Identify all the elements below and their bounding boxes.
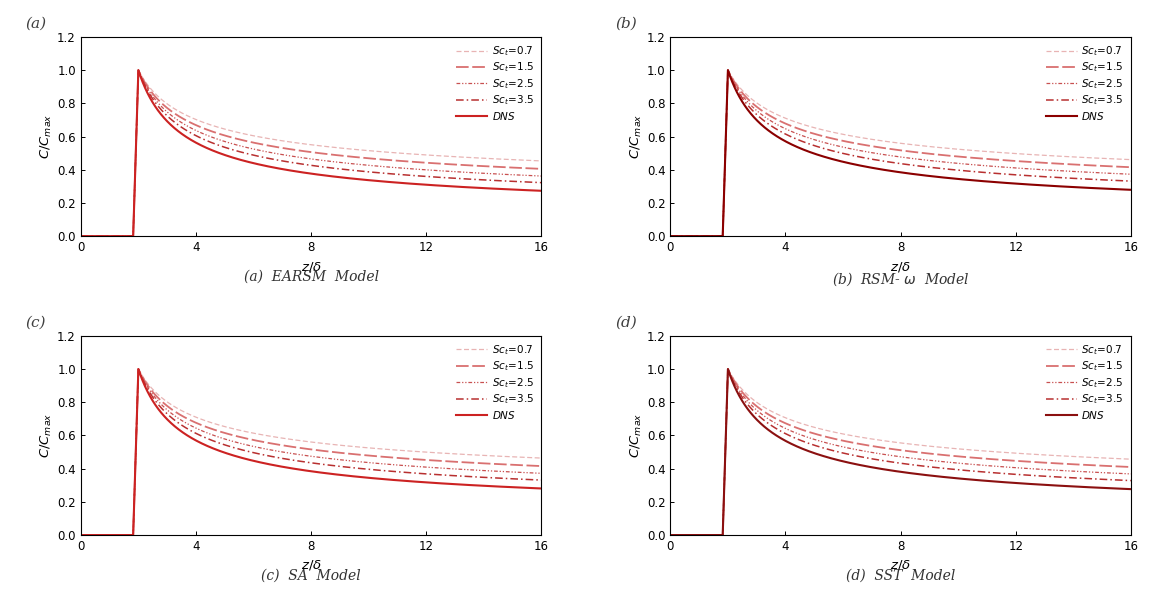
Text: (d): (d) [615, 316, 637, 330]
Y-axis label: $C/C_{max}$: $C/C_{max}$ [39, 114, 54, 159]
Text: (c)  SA  Model: (c) SA Model [261, 569, 361, 583]
Text: (d)  SST  Model: (d) SST Model [846, 569, 956, 583]
Y-axis label: $C/C_{max}$: $C/C_{max}$ [39, 413, 54, 458]
X-axis label: $z/\delta$: $z/\delta$ [890, 260, 912, 274]
Text: (a)  EARSM  Model: (a) EARSM Model [243, 270, 379, 284]
Legend: $Sc_t\!=\!0.7$, $Sc_t\!=\!1.5$, $Sc_t\!=\!2.5$, $Sc_t\!=\!3.5$, $DNS$: $Sc_t\!=\!0.7$, $Sc_t\!=\!1.5$, $Sc_t\!=… [1043, 42, 1125, 124]
Y-axis label: $C/C_{max}$: $C/C_{max}$ [629, 413, 644, 458]
Legend: $Sc_t\!=\!0.7$, $Sc_t\!=\!1.5$, $Sc_t\!=\!2.5$, $Sc_t\!=\!3.5$, $DNS$: $Sc_t\!=\!0.7$, $Sc_t\!=\!1.5$, $Sc_t\!=… [455, 42, 537, 124]
Text: (a): (a) [25, 17, 46, 31]
X-axis label: $z/\delta$: $z/\delta$ [890, 558, 912, 573]
Y-axis label: $C/C_{max}$: $C/C_{max}$ [629, 114, 644, 159]
Legend: $Sc_t\!=\!0.7$, $Sc_t\!=\!1.5$, $Sc_t\!=\!2.5$, $Sc_t\!=\!3.5$, $DNS$: $Sc_t\!=\!0.7$, $Sc_t\!=\!1.5$, $Sc_t\!=… [455, 341, 537, 423]
Legend: $Sc_t\!=\!0.7$, $Sc_t\!=\!1.5$, $Sc_t\!=\!2.5$, $Sc_t\!=\!3.5$, $DNS$: $Sc_t\!=\!0.7$, $Sc_t\!=\!1.5$, $Sc_t\!=… [1043, 341, 1125, 423]
Text: (b): (b) [615, 17, 637, 31]
X-axis label: $z/\delta$: $z/\delta$ [300, 558, 322, 573]
Text: (c): (c) [25, 316, 46, 330]
Text: (b)  RSM- $\omega$  Model: (b) RSM- $\omega$ Model [832, 270, 969, 288]
X-axis label: $z/\delta$: $z/\delta$ [300, 260, 322, 274]
